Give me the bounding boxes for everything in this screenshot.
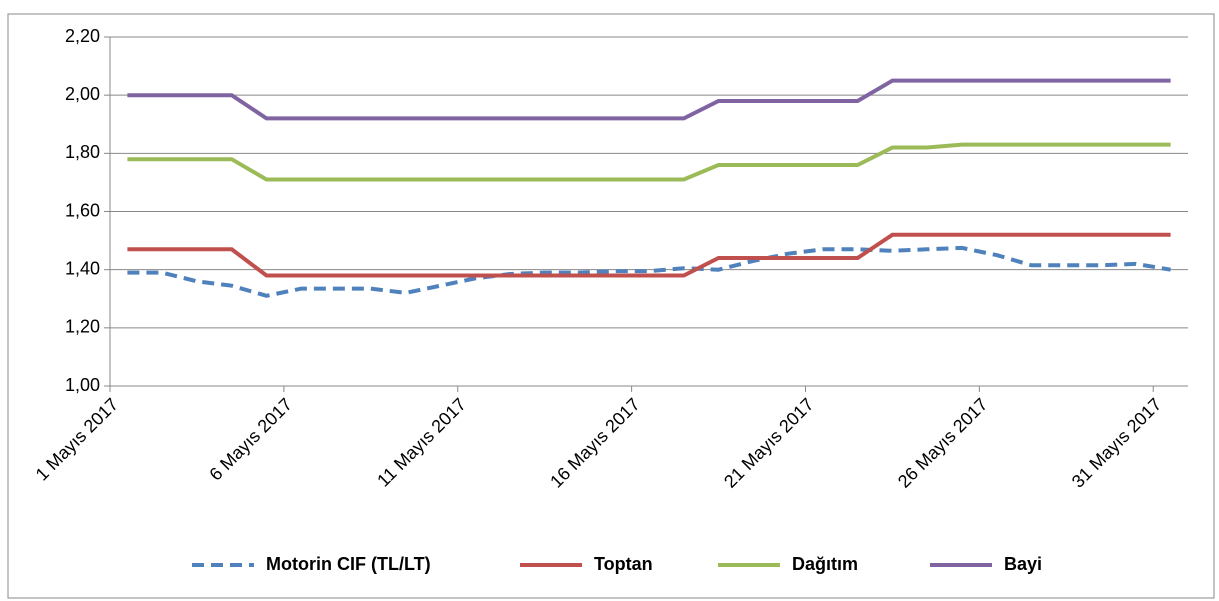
y-tick-label: 1,40 — [65, 258, 100, 278]
y-tick-label: 2,00 — [65, 84, 100, 104]
y-tick-label: 1,80 — [65, 142, 100, 162]
legend-label: Dağıtım — [792, 554, 858, 574]
y-tick-label: 1,60 — [65, 200, 100, 220]
series-line — [127, 78, 1171, 121]
legend-label: Toptan — [594, 554, 653, 574]
series-line — [127, 232, 1171, 278]
legend-label: Motorin CIF (TL/LT) — [266, 554, 431, 574]
legend-label: Bayi — [1004, 554, 1042, 574]
y-tick-label: 2,20 — [65, 26, 100, 46]
chart-frame — [7, 13, 1215, 599]
y-tick-label: 1,00 — [65, 375, 100, 395]
series-line — [127, 245, 1171, 298]
y-tick-label: 1,20 — [65, 317, 100, 337]
series-line — [127, 142, 1171, 182]
